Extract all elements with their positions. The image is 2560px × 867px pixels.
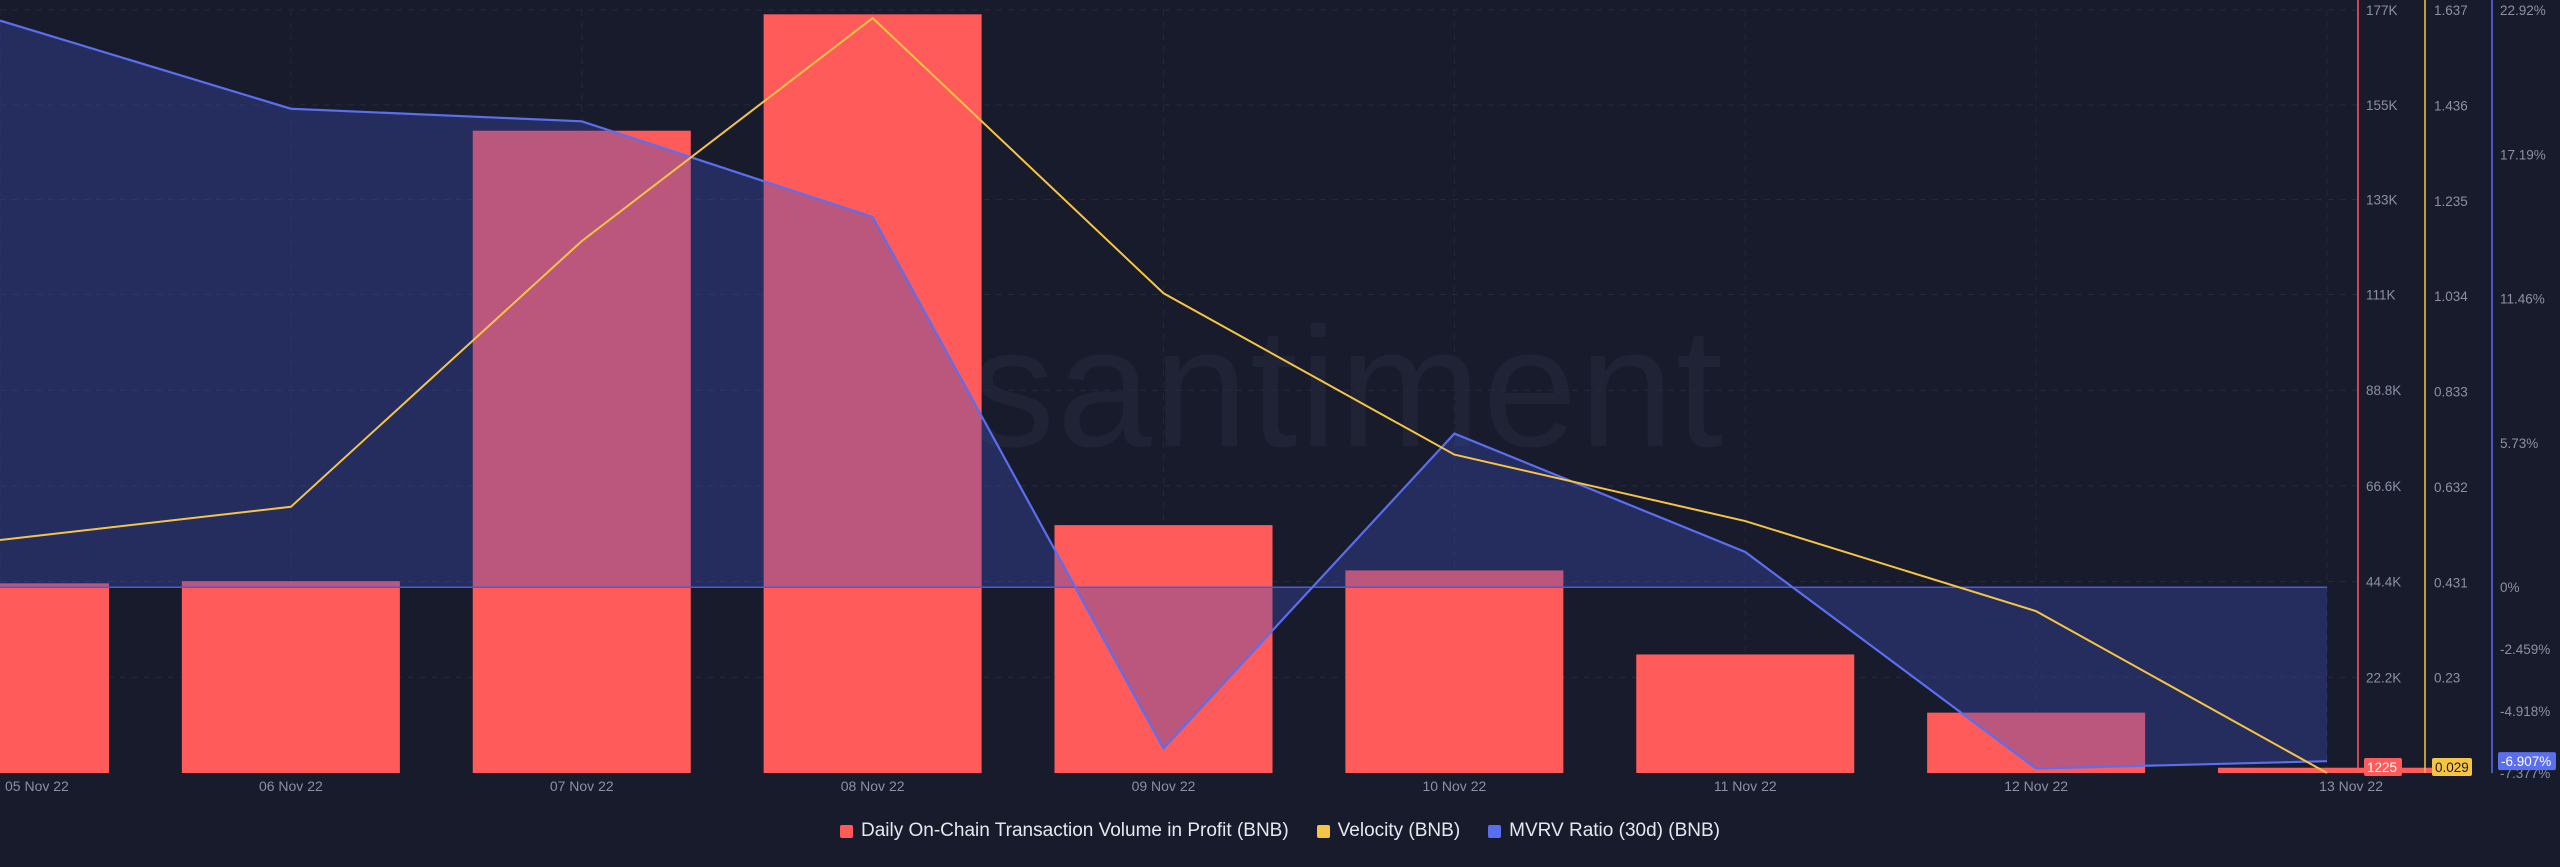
x-tick-label: 10 Nov 22 (1422, 778, 1486, 794)
x-tick-label: 06 Nov 22 (259, 778, 323, 794)
axis-tick-label-volume: 133K (2366, 193, 2398, 208)
axis-tick-label-mvrv: 17.19% (2500, 147, 2546, 162)
legend-swatch-mvrv (1488, 824, 1502, 838)
axis-tick-label-velocity: 1.034 (2434, 289, 2468, 304)
axis-tick-label-velocity: 0.833 (2434, 385, 2468, 400)
current-value-badge-volume (2364, 758, 2402, 776)
axis-tick-label-volume: 44.4K (2366, 575, 2401, 590)
current-value-label-velocity: 0.029 (2435, 760, 2469, 775)
mvrv-area (0, 20, 2327, 769)
legend-label-velocity: Velocity (BNB) (1337, 820, 1461, 841)
volume-bar (0, 583, 109, 773)
legend-item-velocity[interactable]: Velocity (BNB) (1316, 820, 1461, 842)
volume-bar (1054, 525, 1273, 773)
legend-swatch-velocity (1316, 824, 1330, 838)
volume-bar (1636, 654, 1855, 773)
axis-tick-label-velocity: 0.632 (2434, 480, 2468, 495)
volume-bar (763, 14, 982, 774)
legend-item-mvrv[interactable]: MVRV Ratio (30d) (BNB) (1488, 820, 1720, 842)
current-value-label-volume: 1225 (2367, 760, 2397, 775)
axis-tick-label-mvrv: 22.92% (2500, 3, 2546, 18)
axis-tick-label-volume: 155K (2366, 98, 2398, 113)
axis-tick-label-mvrv: -2.459% (2500, 642, 2550, 657)
x-tick-label: 12 Nov 22 (2004, 778, 2068, 794)
x-tick-label: 11 Nov 22 (1714, 778, 1777, 794)
axis-tick-label-mvrv: -4.918% (2500, 704, 2550, 719)
x-tick-label: 07 Nov 22 (550, 778, 614, 794)
axis-tick-label-mvrv: 11.46% (2500, 292, 2545, 307)
volume-bar (2218, 767, 2436, 773)
volume-bar (1927, 712, 2146, 773)
axis-tick-label-velocity: 0.23 (2434, 671, 2460, 686)
volume-bar (1345, 570, 1564, 773)
current-value-badge-velocity (2432, 758, 2472, 776)
volume-bar (472, 130, 691, 773)
volume-bar (181, 581, 400, 773)
legend-item-volume[interactable]: Daily On-Chain Transaction Volume in Pro… (840, 820, 1289, 842)
legend: Daily On-Chain Transaction Volume in Pro… (0, 820, 2560, 842)
legend-label-mvrv: MVRV Ratio (30d) (BNB) (1509, 820, 1720, 841)
axis-tick-label-mvrv: 5.73% (2500, 436, 2538, 451)
legend-label-volume: Daily On-Chain Transaction Volume in Pro… (861, 820, 1289, 841)
x-tick-label: 13 Nov 22 (2319, 778, 2383, 794)
x-tick-label: 08 Nov 22 (841, 778, 905, 794)
axis-tick-label-velocity: 1.235 (2434, 194, 2468, 209)
axis-tick-label-velocity: 1.436 (2434, 98, 2468, 113)
axis-tick-label-volume: 177K (2366, 3, 2398, 18)
x-tick-label: 05 Nov 22 (5, 778, 69, 794)
axis-tick-label-volume: 88.8K (2366, 383, 2401, 398)
legend-swatch-volume (840, 824, 853, 838)
axis-tick-label-mvrv: 0% (2500, 580, 2520, 595)
axis-tick-label-volume: 22.2K (2366, 670, 2401, 685)
axis-tick-label-velocity: 0.431 (2434, 575, 2468, 590)
axis-tick-label-volume: 66.6K (2366, 479, 2401, 494)
watermark: santiment (970, 293, 1726, 483)
current-value-label-mvrv: -6.907% (2501, 754, 2551, 769)
axis-tick-label-velocity: 1.637 (2434, 3, 2468, 18)
x-tick-label: 09 Nov 22 (1132, 778, 1196, 794)
current-value-badge-mvrv (2498, 752, 2556, 771)
axis-tick-label-volume: 111K (2366, 288, 2396, 303)
